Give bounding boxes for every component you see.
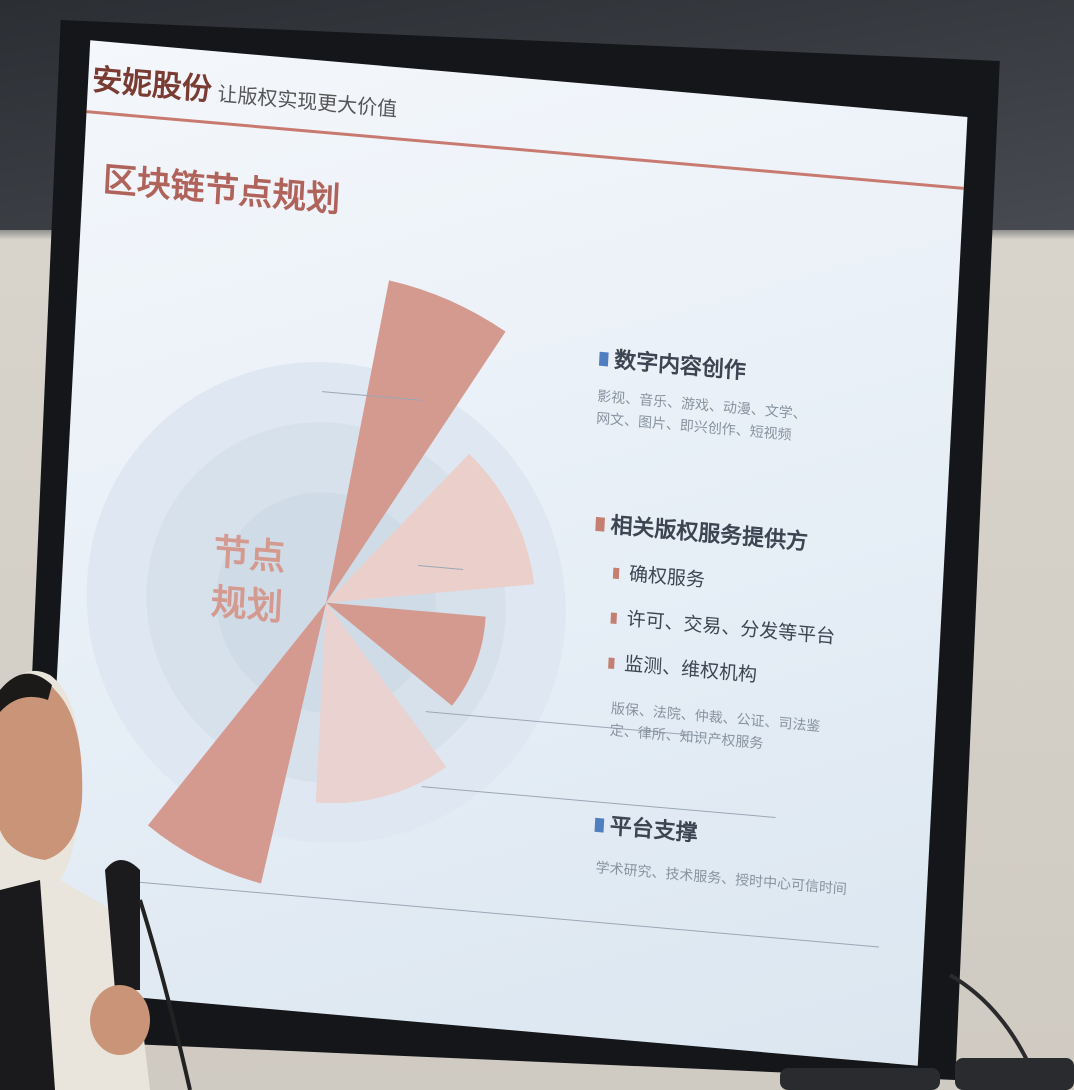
leader-line — [322, 391, 422, 401]
slide: 安妮股份 让版权实现更大价值 区块链节点规划 节点 规划 数字内容创作 影视、音… — [40, 40, 968, 1066]
mic-cable — [138, 899, 192, 1090]
leader-line — [418, 565, 464, 570]
chair — [955, 1058, 1074, 1090]
leader-line — [136, 881, 879, 948]
slide-graphics — [86, 280, 879, 948]
wedge — [147, 602, 327, 884]
microphone — [105, 860, 140, 990]
speaker-face — [0, 675, 83, 860]
speaker-hair — [0, 673, 52, 712]
leader-line — [421, 786, 776, 819]
speaker-hand — [90, 985, 150, 1055]
chair — [780, 1068, 940, 1090]
speaker-jacket — [0, 880, 55, 1090]
wedge — [315, 602, 447, 804]
wedge — [326, 602, 486, 706]
wedge — [326, 453, 535, 603]
leader-line — [425, 711, 705, 737]
wedge — [326, 280, 506, 603]
